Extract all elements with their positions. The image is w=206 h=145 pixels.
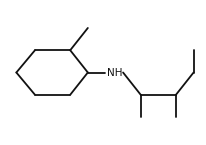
Text: NH: NH <box>106 68 121 77</box>
